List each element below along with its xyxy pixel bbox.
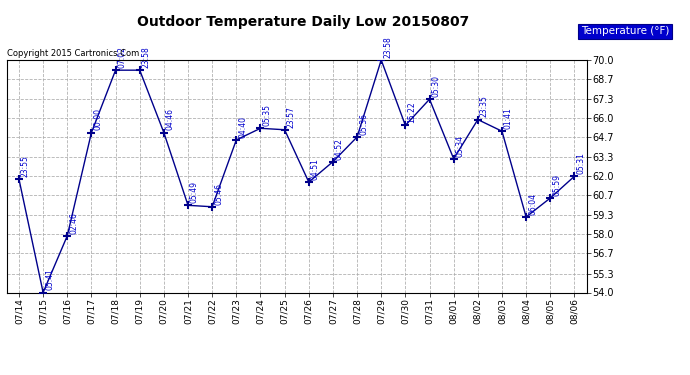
Text: 00:00: 00:00 — [93, 108, 102, 130]
Text: 05:41: 05:41 — [45, 268, 54, 290]
Text: 07:02: 07:02 — [117, 46, 126, 68]
Text: 05:31: 05:31 — [576, 152, 585, 174]
Text: 04:51: 04:51 — [310, 158, 319, 180]
Text: 23:57: 23:57 — [286, 106, 295, 128]
Text: 05:59: 05:59 — [552, 174, 561, 196]
Text: 05:34: 05:34 — [455, 135, 464, 157]
Text: 05:30: 05:30 — [431, 75, 440, 97]
Text: 23:58: 23:58 — [383, 36, 392, 58]
Text: Outdoor Temperature Daily Low 20150807: Outdoor Temperature Daily Low 20150807 — [137, 15, 470, 29]
Text: 04:40: 04:40 — [238, 116, 247, 138]
Text: 15:22: 15:22 — [407, 102, 416, 123]
Text: 05:36: 05:36 — [359, 113, 368, 135]
Text: Copyright 2015 Cartronics.Com: Copyright 2015 Cartronics.Com — [7, 49, 139, 58]
Text: 06:04: 06:04 — [528, 193, 537, 215]
Text: 23:35: 23:35 — [480, 96, 489, 117]
Text: 05:46: 05:46 — [214, 183, 223, 205]
Text: 01:41: 01:41 — [504, 107, 513, 129]
Text: Temperature (°F): Temperature (°F) — [581, 26, 669, 36]
Text: 02:46: 02:46 — [69, 212, 78, 234]
Text: 04:52: 04:52 — [335, 138, 344, 159]
Text: 23:58: 23:58 — [141, 46, 150, 68]
Text: 04:46: 04:46 — [166, 108, 175, 130]
Text: 23:55: 23:55 — [21, 155, 30, 177]
Text: 05:35: 05:35 — [262, 104, 271, 126]
Text: 05:49: 05:49 — [190, 181, 199, 203]
